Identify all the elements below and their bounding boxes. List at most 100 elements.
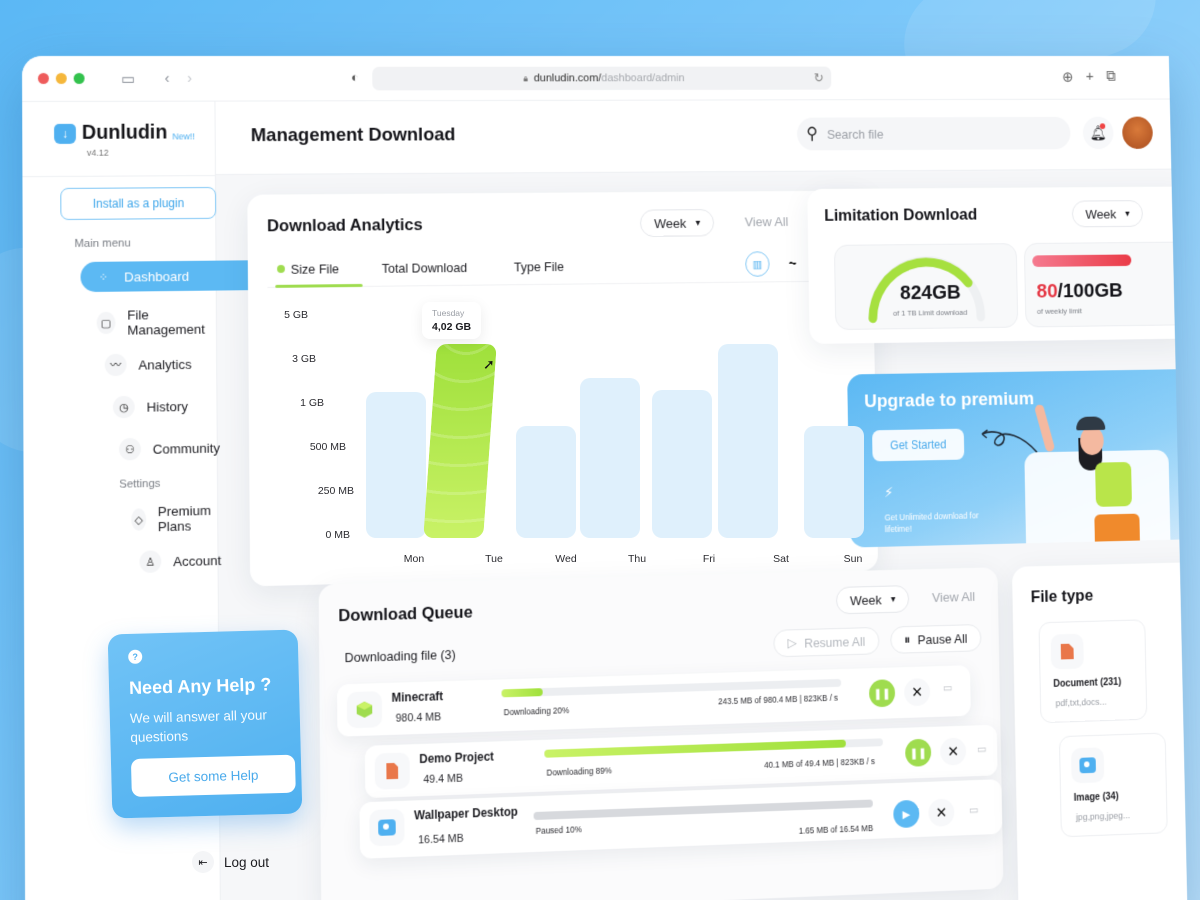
get-help-button[interactable]: Get some Help xyxy=(130,754,296,797)
limitation-period-dropdown[interactable]: Week ▾ xyxy=(1071,200,1144,228)
pause-all-button[interactable]: ⏸︎ Pause All xyxy=(890,623,982,654)
cancel-button[interactable]: ✕ xyxy=(904,678,931,707)
file-type-extensions: jpg,png,jpeg... xyxy=(1075,810,1131,824)
file-size: 980.4 MB xyxy=(395,711,442,725)
file-icon: ▢ xyxy=(96,311,116,335)
pause-button[interactable]: ❚❚ xyxy=(905,738,932,767)
analytics-period-dropdown[interactable]: Week ▾ xyxy=(639,209,715,237)
sidebar-item-history[interactable]: ◷ History xyxy=(112,391,188,422)
illustration-cap xyxy=(1076,416,1106,431)
file-type-name: Image (34) xyxy=(1073,791,1119,804)
file-type-document[interactable]: Document (231) pdf,txt,docs... xyxy=(1038,619,1148,724)
browser-titlebar: ▭ ‹ › ◐ 🔒︎ dunludin.com/ dashboard/admin… xyxy=(22,56,1170,103)
progress-bar xyxy=(544,738,883,758)
shield-icon[interactable]: ◐ xyxy=(351,69,359,85)
maximize-window-button[interactable] xyxy=(73,72,85,84)
resume-all-button[interactable]: ▷ Resume All xyxy=(773,626,880,658)
arrow-doodle-icon xyxy=(976,425,1040,455)
button-label: Pause All xyxy=(917,630,968,647)
download-analytics-card: Download Analytics Week ▾ View All Size … xyxy=(247,190,879,587)
users-icon: ⚇ xyxy=(119,437,141,461)
weekly-subtitle: of weekly limit xyxy=(1036,306,1082,316)
tabs-overview-icon[interactable]: ⧉ xyxy=(1106,68,1116,85)
upgrade-premium-banner: Upgrade to premium Get Started ⚡︎ Get Un… xyxy=(847,369,1188,548)
sidebar-item-dashboard[interactable]: ⁘ Dashboard xyxy=(80,260,249,293)
sidebar-item-label: Premium Plans xyxy=(157,502,212,535)
cube-icon xyxy=(346,691,383,729)
document-icon xyxy=(374,752,410,790)
install-plugin-button[interactable]: Install as a plugin xyxy=(60,186,217,221)
get-started-button[interactable]: Get Started xyxy=(872,428,965,462)
address-bar[interactable]: 🔒︎ dunludin.com/ dashboard/admin ↻ xyxy=(372,66,832,91)
file-type-card: File type Document (231) pdf,txt,docs...… xyxy=(1011,561,1188,900)
downloads-icon[interactable]: ⊕ xyxy=(1061,69,1074,86)
queue-row[interactable]: Wallpaper Desktop 16.54 MB Paused 10% 1.… xyxy=(359,779,1003,859)
new-tab-icon[interactable]: + xyxy=(1085,68,1094,85)
file-size: 49.4 MB xyxy=(423,772,464,787)
sidebar-toggle-icon[interactable]: ▭ xyxy=(121,70,136,88)
file-size: 16.54 MB xyxy=(418,832,464,847)
resume-button[interactable]: ▶ xyxy=(893,799,920,829)
download-status: Downloading 89% xyxy=(546,765,612,778)
lock-icon: 🔒︎ xyxy=(523,73,529,83)
sidebar-item-label: Analytics xyxy=(138,356,192,373)
tab-size-file[interactable]: Size File xyxy=(277,261,339,277)
cancel-button[interactable]: ✕ xyxy=(940,737,967,766)
sidebar-item-premium-plans[interactable]: ◇ Premium Plans xyxy=(131,503,218,535)
queue-view-all-link[interactable]: View All xyxy=(931,589,976,605)
limitation-title: Limitation Download xyxy=(824,205,978,225)
pause-icon: ⏸︎ xyxy=(904,631,911,647)
minimize-window-button[interactable] xyxy=(55,72,67,84)
sidebar-item-file-management[interactable]: ▢ File Management xyxy=(96,307,216,339)
total-limit-gauge-box: 824GB of 1 TB Limit download xyxy=(833,243,1019,331)
close-window-button[interactable] xyxy=(37,72,49,84)
sidebar-item-label: Dashboard xyxy=(124,268,190,285)
file-type-extensions: pdf,txt,docs... xyxy=(1055,696,1107,710)
illustration-body xyxy=(1095,461,1132,507)
file-name: Minecraft xyxy=(391,689,444,705)
back-icon[interactable]: ‹ xyxy=(164,69,170,87)
brand[interactable]: ↓ Dunludin New!! xyxy=(54,121,195,144)
sidebar-item-community[interactable]: ⚇ Community xyxy=(119,432,220,464)
queue-period-dropdown[interactable]: Week ▾ xyxy=(835,585,910,615)
weekly-used: 80 xyxy=(1036,280,1058,303)
chevron-down-icon: ▾ xyxy=(1125,208,1130,219)
reload-icon[interactable]: ↻ xyxy=(813,70,824,85)
period-label: Week xyxy=(654,215,687,231)
file-name: Wallpaper Desktop xyxy=(413,804,518,823)
notification-button[interactable]: 🔔︎ xyxy=(1082,116,1114,150)
avatar[interactable] xyxy=(1122,116,1154,149)
grid-icon: ⁘ xyxy=(98,271,108,284)
new-badge: New!! xyxy=(172,130,195,141)
sidebar-item-label: Community xyxy=(152,439,221,457)
sidebar-item-analytics[interactable]: 〰 Analytics xyxy=(104,349,192,380)
image-icon xyxy=(1070,747,1105,784)
pause-button[interactable]: ❚❚ xyxy=(868,679,896,708)
user-icon: ♙ xyxy=(139,550,162,574)
download-status: Downloading 20% xyxy=(503,705,570,718)
period-label: Week xyxy=(849,592,882,608)
file-type-image[interactable]: Image (34) jpg,png,jpeg... xyxy=(1058,732,1168,838)
url-path: dashboard/admin xyxy=(601,72,685,85)
queue-row[interactable]: Minecraft 980.4 MB Downloading 20% 243.5… xyxy=(336,665,971,737)
search-input[interactable]: ⚲ Search file xyxy=(796,116,1071,151)
folder-icon[interactable]: ▭ xyxy=(942,682,953,695)
limitation-download-card: Limitation Download Week ▾ 824GB of 1 TB… xyxy=(807,186,1188,344)
tab-total-download[interactable]: Total Download xyxy=(382,260,467,276)
line-chart-toggle-icon[interactable]: ⏦ xyxy=(788,257,797,270)
queue-title: Download Queue xyxy=(338,602,473,626)
queue-row[interactable]: Demo Project 49.4 MB Downloading 89% 40.… xyxy=(364,724,998,799)
folder-icon[interactable]: ▭ xyxy=(968,804,979,817)
bar-chart-toggle-icon[interactable]: ▥ xyxy=(745,251,770,277)
analytics-view-all-link[interactable]: View All xyxy=(744,214,789,230)
folder-icon[interactable]: ▭ xyxy=(976,743,987,756)
forward-icon[interactable]: › xyxy=(187,69,193,87)
document-icon xyxy=(1050,633,1084,670)
sidebar-item-account[interactable]: ♙ Account xyxy=(139,545,221,577)
page-title: Management Download xyxy=(250,124,456,147)
tab-type-file[interactable]: Type File xyxy=(514,259,564,274)
cancel-button[interactable]: ✕ xyxy=(928,798,955,827)
logout-button[interactable]: ⇤ Log out xyxy=(192,851,269,873)
file-type-title: File type xyxy=(1030,586,1094,607)
chevron-down-icon: ▾ xyxy=(890,593,896,605)
